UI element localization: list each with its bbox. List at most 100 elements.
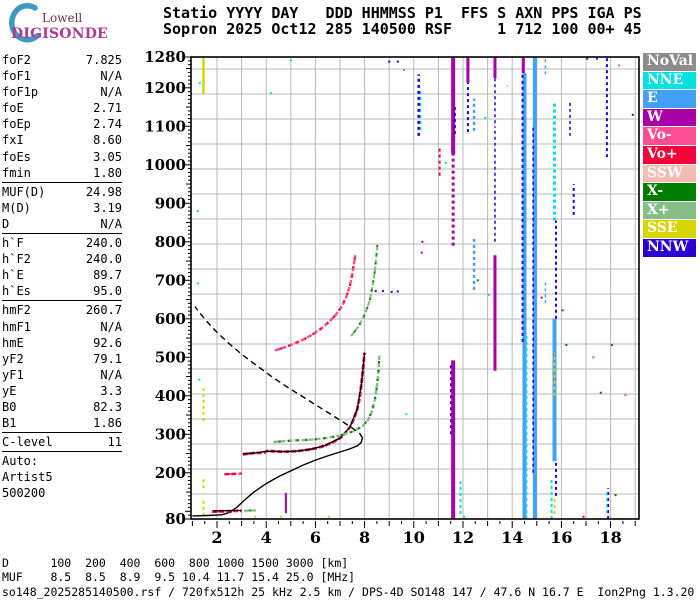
- parameter-value: 240.0: [85, 236, 122, 251]
- echo-speck: [390, 290, 393, 293]
- echo-speck: [388, 60, 391, 63]
- parameter-value: 92.6: [93, 335, 122, 350]
- echo-speck: [279, 515, 282, 518]
- direction-legend: NoVal NNE E W Vo- Vo+ SSW X- X+ SSE NNW: [643, 53, 697, 258]
- legend-item-x: X+: [643, 201, 696, 220]
- parameter-label: fmin: [2, 165, 31, 180]
- trace-f-trace-fit: [242, 352, 366, 455]
- parameter-label: foEp: [2, 117, 31, 132]
- x-axis-labels: 2 4 6 8 10 12 14 16 18: [211, 528, 621, 547]
- parameter-value: 240.0: [85, 252, 122, 267]
- parameter-row: foEp 2.74: [2, 116, 122, 132]
- parameter-value: 3.05: [93, 149, 122, 164]
- legend-item-ssw: SSW: [643, 164, 696, 183]
- parameter-label: h`E: [2, 268, 24, 283]
- legend-item-nne: NNE: [643, 71, 696, 90]
- parameter-label: fxI: [2, 133, 24, 148]
- parameter-row: C-level 11: [2, 434, 122, 450]
- trace-x-trace-mix: [273, 355, 381, 444]
- echo-speck: [196, 282, 199, 285]
- parameter-value: 79.1: [93, 351, 122, 366]
- parameter-value: N/A: [100, 367, 122, 382]
- echo-speck: [565, 343, 568, 346]
- parameter-row: hmE 92.6: [2, 335, 122, 351]
- parameter-row: D N/A: [2, 216, 122, 232]
- echo-speck: [476, 279, 479, 282]
- parameter-value: 2.74: [93, 117, 122, 132]
- echo-speck: [484, 116, 487, 119]
- parameter-label: hmF2: [2, 303, 31, 318]
- x-tick-label: 16: [550, 528, 572, 547]
- echo-speck: [618, 64, 621, 67]
- parameter-label: yE: [2, 383, 17, 398]
- y-tick-label: 1280: [144, 48, 186, 66]
- parameter-value: 260.7: [85, 303, 122, 318]
- parameter-label: foF1: [2, 69, 31, 84]
- file-info-line: so148_2025285140500.rsf / 720fx512h 25 k…: [2, 585, 695, 599]
- parameter-value: 11: [107, 435, 122, 450]
- echo-speck: [421, 240, 424, 243]
- x-tick-label: 18: [599, 528, 621, 547]
- echo-speck: [631, 113, 634, 116]
- y-tick-label: 500: [155, 348, 186, 366]
- echo-speck: [444, 161, 447, 164]
- echo-speck: [610, 343, 613, 346]
- parameter-group: h`F 240.0 h`F2 240.0 h`E 89.7 h`Es 95.0: [2, 233, 122, 300]
- legend-item-nnw: NNW: [643, 238, 696, 257]
- echo-speck: [198, 82, 201, 85]
- y-tick-label: 700: [155, 271, 186, 289]
- y-tick-label: 400: [155, 387, 186, 405]
- autoscaling-line: Artist5: [2, 470, 53, 485]
- parameter-row: yF2 79.1: [2, 351, 122, 367]
- parameter-row: hmF1 N/A: [2, 319, 122, 335]
- parameter-value: 24.98: [85, 184, 122, 199]
- x-tick-label: 14: [501, 528, 523, 547]
- parameter-row: foE 2.71: [2, 100, 122, 116]
- echo-speck: [402, 69, 405, 72]
- parameter-group: hmF2 260.7 hmF1 N/A hmE 92.6 yF2 79.1 yF1 N/A yE 3.…: [2, 300, 122, 432]
- autoscaling-line: Auto:: [2, 454, 39, 469]
- parameter-label: yF1: [2, 367, 24, 382]
- echo-speck: [254, 515, 257, 518]
- legend-item-sse: SSE: [643, 220, 696, 238]
- x-tick-label: 2: [211, 528, 222, 547]
- header-field-values: Sopron 2025 Oct12 285 140500 RSF 1 712 1…: [163, 20, 642, 38]
- parameter-row: foF1p N/A: [2, 84, 122, 100]
- echo-speck: [561, 309, 564, 312]
- y-tick-label: 1200: [144, 79, 186, 97]
- parameter-row: B1 1.86: [2, 415, 122, 431]
- parameter-value: 3.3: [100, 383, 122, 398]
- parameter-value: N/A: [100, 319, 122, 334]
- parameter-value: 1.80: [93, 165, 122, 180]
- parameter-label: C-level: [2, 435, 53, 450]
- logo-arc-icon: [9, 3, 40, 43]
- y-tick-label: 200: [155, 464, 186, 482]
- echo-speck: [420, 251, 423, 254]
- trace-f-lower-fragment: [224, 472, 242, 476]
- legend-item-e: E: [643, 90, 696, 108]
- echo-speck: [463, 515, 466, 518]
- parameter-row: foEs 3.05: [2, 149, 122, 165]
- trace-profile-topside: [194, 306, 364, 439]
- trace-profile-bottomside: [192, 437, 364, 517]
- echo-speck: [374, 290, 377, 293]
- parameter-label: yF2: [2, 351, 24, 366]
- grid-lines: [191, 57, 639, 519]
- echo-speck: [512, 118, 515, 121]
- echo-speck: [487, 293, 490, 296]
- echo-speck: [582, 515, 585, 518]
- parameter-row: hmF2 260.7: [2, 302, 122, 318]
- parameter-label: M(D): [2, 200, 31, 215]
- x-tick-label: 12: [452, 528, 474, 547]
- y-tick-label: 900: [155, 194, 186, 212]
- parameter-row: foF2 7.825: [2, 52, 122, 68]
- parameter-label: MUF(D): [2, 184, 46, 199]
- parameter-value: 82.3: [93, 399, 122, 414]
- distance-row: D 100 200 400 600 800 1000 1500 3000 [km…: [2, 556, 349, 570]
- digisonde-logo: Lowell DIGISONDE: [4, 2, 124, 48]
- echo-speck: [405, 413, 408, 416]
- echo-speck: [596, 57, 599, 60]
- parameter-row: yF1 N/A: [2, 367, 122, 383]
- x-tick-label: 10: [403, 528, 425, 547]
